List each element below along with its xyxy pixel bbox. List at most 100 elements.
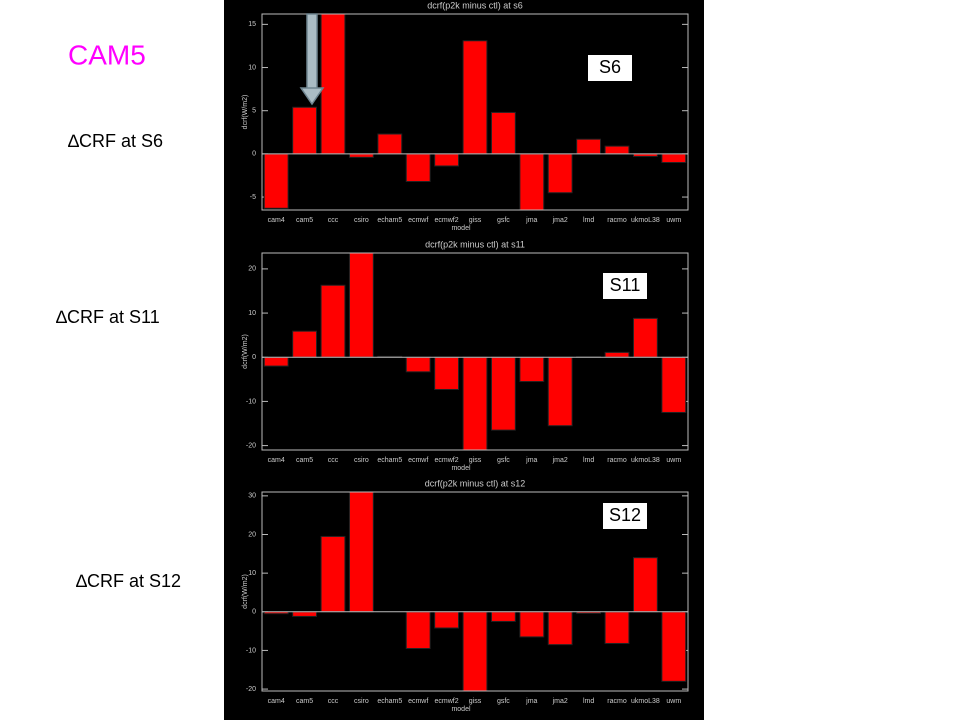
bar (491, 357, 515, 430)
x-tick-label: uwm (666, 698, 681, 705)
bar (321, 536, 345, 611)
y-axis-label: dcrf(W/m2) (242, 334, 249, 369)
bar (435, 357, 459, 389)
y-tick-label: 15 (248, 21, 256, 28)
y-tick-label: 30 (248, 493, 256, 500)
y-tick-label: 0 (252, 609, 256, 616)
bar (349, 253, 373, 357)
x-tick-label: giss (469, 217, 482, 224)
x-tick-label: uwm (666, 457, 681, 464)
x-tick-label: gsfc (497, 698, 510, 705)
x-tick-label: racmo (607, 217, 627, 224)
bar (662, 357, 686, 412)
x-tick-label: jma (525, 457, 537, 464)
bar (293, 612, 317, 617)
bar (406, 154, 430, 182)
bar (605, 352, 629, 357)
x-tick-label: lmd (583, 457, 594, 464)
chart-title: dcrf(p2k minus ctl) at s6 (427, 0, 523, 10)
x-tick-label: lmd (583, 698, 594, 705)
y-tick-label: 10 (248, 570, 256, 577)
bar (406, 612, 430, 649)
y-tick-label: -10 (246, 398, 256, 405)
panel-caption: ∆CRF at S12 (76, 571, 181, 591)
x-tick-label: cam5 (296, 217, 313, 224)
x-tick-label: uwm (666, 217, 681, 224)
bar (548, 612, 572, 645)
x-tick-label: echam5 (377, 698, 402, 705)
slide-title: CAM5 (68, 39, 146, 70)
x-tick-label: ukmoL38 (631, 217, 660, 224)
y-tick-label: 5 (252, 108, 256, 115)
bar (662, 154, 686, 163)
bar (293, 331, 317, 357)
bar (520, 612, 544, 637)
x-tick-label: giss (469, 698, 482, 705)
bar (293, 107, 317, 154)
bar (491, 112, 515, 153)
bar (264, 154, 288, 208)
x-tick-label: jma2 (552, 457, 568, 464)
y-tick-label: 20 (248, 266, 256, 273)
bar (548, 357, 572, 425)
bar (435, 154, 459, 166)
y-tick-label: 10 (248, 64, 256, 71)
x-tick-label: echam5 (377, 457, 402, 464)
x-tick-label: ecmwf (408, 698, 428, 705)
x-axis-label: model (451, 706, 471, 713)
y-tick-label: 0 (252, 151, 256, 158)
x-tick-label: ecmwf2 (435, 457, 459, 464)
bar (605, 612, 629, 644)
bar (548, 154, 572, 193)
x-tick-label: ecmwf2 (435, 698, 459, 705)
x-tick-label: ecmwf (408, 217, 428, 224)
x-tick-label: gsfc (497, 457, 510, 464)
x-tick-label: ccc (328, 698, 339, 705)
x-tick-label: jma2 (552, 217, 568, 224)
x-tick-label: cam5 (296, 698, 313, 705)
panel-annotation: S6 (599, 57, 621, 77)
y-tick-label: -20 (246, 442, 256, 449)
bar (435, 612, 459, 628)
y-tick-label: -10 (246, 647, 256, 654)
bar (321, 285, 345, 357)
x-tick-label: giss (469, 457, 482, 464)
x-tick-label: cam5 (296, 457, 313, 464)
bar (378, 134, 402, 154)
panel-annotation: S12 (609, 505, 641, 525)
x-tick-label: echam5 (377, 217, 402, 224)
x-tick-label: lmd (583, 217, 594, 224)
x-tick-label: ecmwf2 (435, 217, 459, 224)
x-axis-label: model (451, 225, 471, 232)
bar (349, 154, 373, 157)
x-tick-label: ccc (328, 457, 339, 464)
x-tick-label: ukmoL38 (631, 457, 660, 464)
x-tick-label: racmo (607, 457, 627, 464)
x-tick-label: cam4 (268, 217, 285, 224)
x-tick-label: csiro (354, 698, 369, 705)
panel-caption: ∆CRF at S6 (68, 131, 163, 151)
y-axis-label: dcrf(W/m2) (242, 574, 249, 609)
x-tick-label: jma (525, 217, 537, 224)
bar (520, 154, 544, 210)
x-tick-label: ccc (328, 217, 339, 224)
x-tick-label: cam4 (268, 457, 285, 464)
bar (633, 318, 657, 357)
chart-title: dcrf(p2k minus ctl) at s12 (425, 478, 526, 488)
panel-caption: ∆CRF at S11 (56, 307, 160, 327)
x-tick-label: ecmwf (408, 457, 428, 464)
x-tick-label: jma2 (552, 698, 568, 705)
y-tick-label: -5 (250, 194, 256, 201)
x-tick-label: racmo (607, 698, 627, 705)
bar (349, 492, 373, 612)
bar (633, 558, 657, 612)
y-tick-label: 0 (252, 354, 256, 361)
highlight-arrow-shaft (307, 14, 317, 90)
y-tick-label: 20 (248, 531, 256, 538)
bar (520, 357, 544, 381)
bar (463, 41, 487, 154)
panel-annotation: S11 (610, 275, 641, 295)
y-tick-label: -20 (246, 686, 256, 693)
bar (662, 612, 686, 682)
